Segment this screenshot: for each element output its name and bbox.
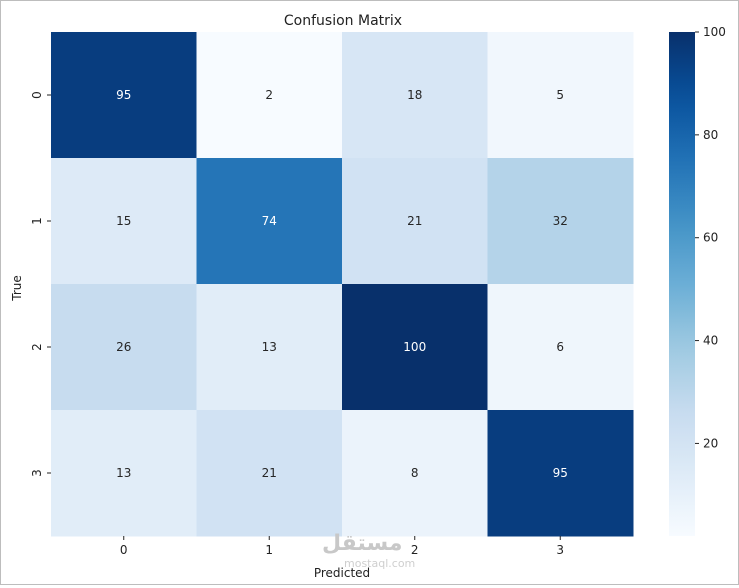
heatmap-cell-2-0 (51, 284, 197, 411)
cell-value-label: 6 (556, 340, 564, 354)
cell-value-label: 13 (116, 466, 131, 480)
heatmap-cell-1-1 (196, 158, 343, 285)
cell-value-label: 32 (553, 214, 568, 228)
chart-title: Confusion Matrix (284, 13, 402, 29)
heatmap-cell-3-2 (342, 410, 488, 537)
x-tick-label: 0 (120, 543, 128, 557)
x-tick-label: 2 (411, 543, 419, 557)
colorbar-tick-label: 60 (703, 231, 718, 245)
cell-value-label: 8 (411, 466, 419, 480)
x-axis-label: Predicted (314, 566, 370, 580)
colorbar-tick-label: 40 (703, 334, 718, 348)
heatmap-cell-2-1 (196, 284, 343, 411)
cell-value-label: 21 (262, 466, 277, 480)
cell-value-label: 74 (262, 214, 277, 228)
cell-value-label: 95 (116, 88, 131, 102)
colorbar-tick-label: 20 (703, 436, 718, 450)
y-tick-label: 0 (30, 91, 44, 99)
cell-value-label: 21 (407, 214, 422, 228)
heatmap-cell-3-0 (51, 410, 197, 537)
colorbar-gradient (669, 32, 695, 536)
heatmap-cell-2-2 (342, 284, 488, 411)
cell-value-label: 100 (403, 340, 426, 354)
cell-value-label: 26 (116, 340, 131, 354)
heatmap-cell-3-3 (487, 410, 634, 537)
heatmap-cell-1-2 (342, 158, 488, 285)
y-tick-label: 3 (30, 469, 44, 477)
cell-value-label: 18 (407, 88, 422, 102)
cell-value-label: 2 (265, 88, 273, 102)
x-tick-label: 3 (556, 543, 564, 557)
watermark-url: mostaql.com (344, 557, 416, 570)
cell-value-label: 15 (116, 214, 131, 228)
heatmap-cell-1-3 (487, 158, 634, 285)
heatmap-cell-0-0 (51, 32, 197, 159)
watermark: مستقل mostaql.com (322, 531, 415, 570)
watermark-logo: مستقل (322, 531, 403, 556)
heatmap-cell-2-3 (487, 284, 634, 411)
y-tick-label: 2 (30, 343, 44, 351)
heatmap-cell-0-3 (487, 32, 634, 159)
heatmap-cell-3-1 (196, 410, 343, 537)
cell-value-label: 13 (262, 340, 277, 354)
colorbar: 20 40 60 80 100 (669, 25, 726, 536)
heatmap-cell-0-1 (196, 32, 343, 159)
x-tick-label: 1 (265, 543, 273, 557)
colorbar-tick-label: 80 (703, 128, 718, 142)
heatmap-cell-1-0 (51, 158, 197, 285)
cell-value-label: 95 (553, 466, 568, 480)
heatmap-cell-0-2 (342, 32, 488, 159)
colorbar-tick-label: 100 (703, 25, 726, 39)
y-tick-label: 1 (30, 217, 44, 225)
cell-value-label: 5 (556, 88, 564, 102)
y-axis-label: True (10, 275, 24, 302)
